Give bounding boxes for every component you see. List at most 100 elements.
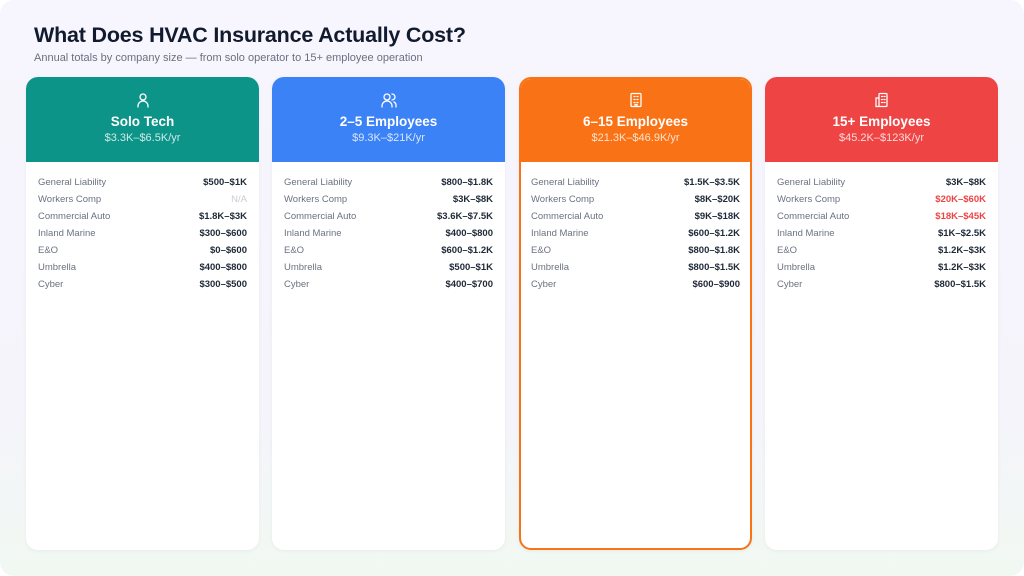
coverage-label: Commercial Auto (531, 211, 604, 222)
coverage-label: Umbrella (777, 262, 816, 273)
coverage-cost: $3.6K–$7.5K (437, 211, 493, 222)
coverage-cost: $600–$1.2K (688, 228, 740, 239)
coverage-label: Workers Comp (38, 194, 102, 205)
coverage-label: E&O (38, 245, 59, 256)
coverage-cost: $9K–$18K (694, 211, 740, 222)
cost-row: Cyber $800–$1.5K (777, 276, 986, 293)
cost-row: Cyber $400–$700 (284, 276, 493, 293)
coverage-label: Umbrella (38, 262, 77, 273)
coverage-cost: $3K–$8K (452, 194, 493, 205)
cost-row: E&O $1.2K–$3K (777, 242, 986, 259)
cost-list: General Liability $3K–$8K Workers Comp $20K… (765, 162, 998, 293)
users-icon (380, 93, 397, 108)
coverage-cost: $8K–$20K (694, 194, 740, 205)
tier-card: 6–15 Employees $21.3K–$46.9K/yr General … (519, 77, 752, 550)
cost-row: Commercial Auto $9K–$18K (531, 208, 740, 225)
coverage-label: Inland Marine (284, 228, 342, 239)
cost-row: Inland Marine $300–$600 (38, 225, 247, 242)
cost-row: Workers Comp $3K–$8K (284, 191, 493, 208)
coverage-cost: $1.8K–$3K (198, 211, 247, 222)
coverage-cost: $1.2K–$3K (937, 245, 986, 256)
cost-row: Commercial Auto $3.6K–$7.5K (284, 208, 493, 225)
coverage-label: E&O (284, 245, 305, 256)
cost-row: Cyber $600–$900 (531, 276, 740, 293)
coverage-label: Umbrella (284, 262, 323, 273)
coverage-cost: $600–$1.2K (441, 245, 493, 256)
coverage-cost: $18K–$45K (935, 211, 986, 222)
user-icon (136, 93, 149, 108)
coverage-cost: $1.5K–$3.5K (684, 177, 740, 188)
tier-annual-range: $45.2K–$123K/yr (838, 132, 924, 144)
coverage-label: General Liability (777, 177, 846, 188)
coverage-label: Cyber (531, 279, 557, 290)
coverage-label: E&O (777, 245, 798, 256)
cost-list: General Liability $500–$1K Workers Comp N/A… (26, 162, 259, 293)
tier-header: Solo Tech $3.3K–$6.5K/yr (26, 77, 259, 162)
tier-card: 15+ Employees $45.2K–$123K/yr General Li… (765, 77, 998, 550)
coverage-cost: $800–$1.8K (441, 177, 493, 188)
coverage-cost: $800–$1.5K (688, 262, 740, 273)
cost-row: Cyber $300–$500 (38, 276, 247, 293)
coverage-cost: $1.2K–$3K (937, 262, 986, 273)
cost-row: Inland Marine $1K–$2.5K (777, 225, 986, 242)
cost-row: E&O $600–$1.2K (284, 242, 493, 259)
cost-row: Inland Marine $600–$1.2K (531, 225, 740, 242)
coverage-cost: N/A (231, 194, 247, 205)
cost-row: Umbrella $1.2K–$3K (777, 259, 986, 276)
tier-header: 6–15 Employees $21.3K–$46.9K/yr (521, 79, 750, 162)
cost-row: General Liability $1.5K–$3.5K (531, 174, 740, 191)
coverage-label: Commercial Auto (38, 211, 111, 222)
coverage-label: Cyber (777, 279, 803, 290)
coverage-cost: $3K–$8K (945, 177, 986, 188)
cost-row: Inland Marine $400–$800 (284, 225, 493, 242)
building-icon (629, 92, 642, 108)
cost-row: E&O $800–$1.8K (531, 242, 740, 259)
coverage-label: Inland Marine (38, 228, 96, 239)
tier-title: 15+ Employees (832, 114, 931, 129)
tier-title: 2–5 Employees (339, 114, 438, 129)
coverage-label: Workers Comp (531, 194, 595, 205)
tier-header: 2–5 Employees $9.3K–$21K/yr (272, 77, 505, 162)
cost-row: E&O $0–$600 (38, 242, 247, 259)
coverage-label: E&O (531, 245, 552, 256)
coverage-label: Cyber (38, 279, 64, 290)
tier-card: Solo Tech $3.3K–$6.5K/yr General Liabili… (26, 77, 259, 550)
tier-title: 6–15 Employees (582, 114, 689, 129)
coverage-label: General Liability (38, 177, 107, 188)
coverage-label: Workers Comp (777, 194, 841, 205)
page-title: What Does HVAC Insurance Actually Cost? (34, 23, 466, 47)
coverage-cost: $400–$800 (199, 262, 247, 273)
cost-list: General Liability $1.5K–$3.5K Workers Comp… (521, 162, 750, 293)
coverage-label: Umbrella (531, 262, 570, 273)
coverage-label: Commercial Auto (284, 211, 357, 222)
tier-card: 2–5 Employees $9.3K–$21K/yr General Liab… (272, 77, 505, 550)
cost-row: Workers Comp $8K–$20K (531, 191, 740, 208)
coverage-label: Commercial Auto (777, 211, 850, 222)
cost-row: Workers Comp N/A (38, 191, 247, 208)
coverage-cost: $300–$500 (199, 279, 247, 290)
cost-row: Commercial Auto $1.8K–$3K (38, 208, 247, 225)
coverage-label: Workers Comp (284, 194, 348, 205)
cost-row: General Liability $800–$1.8K (284, 174, 493, 191)
coverage-cost: $0–$600 (210, 245, 247, 256)
cost-row: Commercial Auto $18K–$45K (777, 208, 986, 225)
cost-row: Umbrella $400–$800 (38, 259, 247, 276)
tier-title: Solo Tech (110, 114, 175, 129)
coverage-label: Cyber (284, 279, 310, 290)
tier-header: 15+ Employees $45.2K–$123K/yr (765, 77, 998, 162)
cost-row: Umbrella $800–$1.5K (531, 259, 740, 276)
cost-row: Workers Comp $20K–$60K (777, 191, 986, 208)
coverage-cost: $600–$900 (692, 279, 740, 290)
coverage-label: General Liability (284, 177, 353, 188)
coverage-cost: $300–$600 (199, 228, 247, 239)
buildings-icon (874, 92, 888, 108)
cost-list: General Liability $800–$1.8K Workers Comp $… (272, 162, 505, 293)
coverage-cost: $800–$1.8K (688, 245, 740, 256)
coverage-label: Inland Marine (777, 228, 835, 239)
coverage-label: General Liability (531, 177, 600, 188)
coverage-cost: $800–$1.5K (934, 279, 986, 290)
cost-row: General Liability $3K–$8K (777, 174, 986, 191)
tier-annual-range: $9.3K–$21K/yr (352, 132, 425, 144)
coverage-cost: $20K–$60K (935, 194, 986, 205)
tier-annual-range: $3.3K–$6.5K/yr (104, 132, 181, 144)
